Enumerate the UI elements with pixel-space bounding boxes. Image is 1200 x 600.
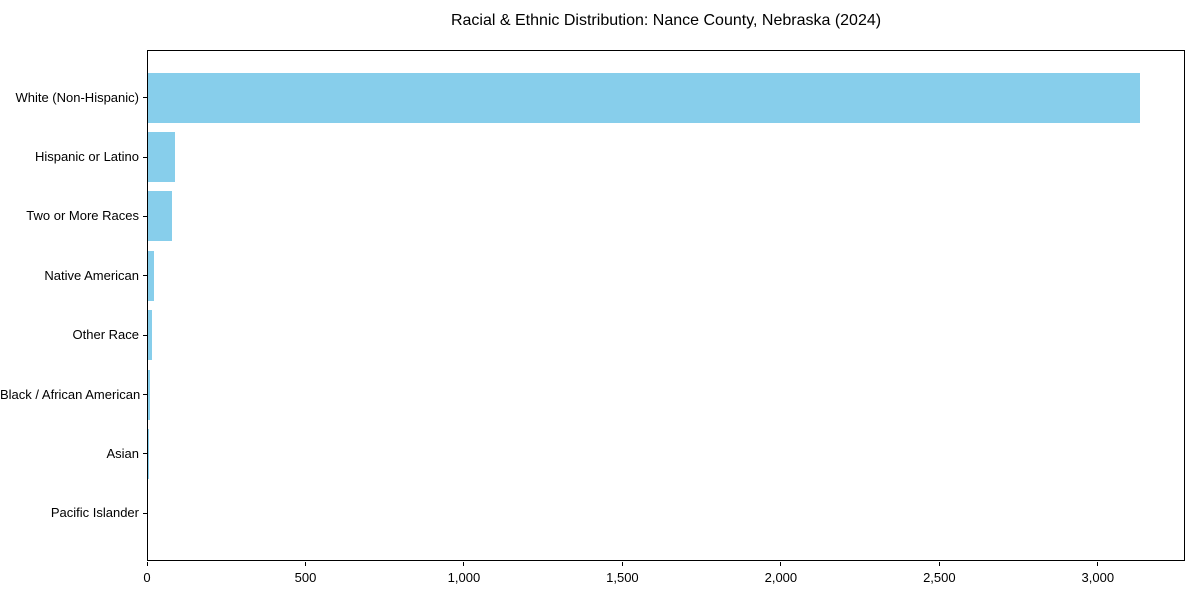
x-tick-mark-1,500	[621, 562, 623, 566]
y-tick-mark-asian	[143, 453, 147, 455]
x-tick-label-0: 0	[143, 570, 151, 585]
y-tick-label-black-african-american: Black / African American	[0, 386, 141, 402]
x-tick-label-3,000: 3,000	[1081, 570, 1115, 585]
x-tick-mark-500	[304, 562, 306, 566]
bar-hispanic-or-latino	[148, 132, 175, 183]
x-tick-label-1,500: 1,500	[606, 570, 639, 585]
y-tick-label-hispanic-or-latino: Hispanic or Latino	[34, 149, 139, 165]
y-tick-mark-black-african-american	[143, 394, 147, 396]
y-tick-mark-hispanic-or-latino	[143, 156, 147, 158]
x-tick-label-2,000: 2,000	[764, 570, 798, 585]
y-tick-mark-two-or-more-races	[143, 215, 147, 217]
y-tick-label-asian: Asian	[106, 445, 139, 461]
y-tick-mark-pacific-islander	[143, 512, 147, 514]
y-tick-label-white-non-hispanic: White (Non-Hispanic)	[15, 89, 139, 105]
y-tick-mark-native-american	[143, 275, 147, 277]
bar-black-african-american	[148, 369, 150, 420]
y-tick-mark-white-non-hispanic	[143, 97, 147, 99]
x-tick-mark-0	[146, 562, 148, 566]
bar-asian	[148, 428, 149, 479]
y-tick-label-native-american: Native American	[44, 267, 139, 283]
bar-two-or-more-races	[148, 191, 172, 242]
x-tick-label-500: 500	[294, 570, 317, 585]
x-tick-label-1,000: 1,000	[447, 570, 481, 585]
y-tick-label-two-or-more-races: Two or More Races	[26, 208, 139, 224]
plot-area	[147, 50, 1185, 561]
bar-other-race	[148, 310, 153, 361]
y-tick-mark-other-race	[143, 334, 147, 336]
y-tick-label-other-race: Other Race	[72, 327, 139, 343]
bar-white-non-hispanic	[148, 72, 1141, 123]
x-tick-mark-2,500	[938, 562, 940, 566]
y-tick-label-pacific-islander: Pacific Islander	[50, 505, 139, 521]
chart-title: Racial & Ethnic Distribution: Nance Coun…	[450, 12, 882, 29]
bar-native-american	[148, 250, 155, 301]
x-tick-mark-3,000	[1097, 562, 1099, 566]
x-tick-mark-2,000	[780, 562, 782, 566]
x-tick-mark-1,000	[463, 562, 465, 566]
x-tick-label-2,500: 2,500	[923, 570, 956, 585]
